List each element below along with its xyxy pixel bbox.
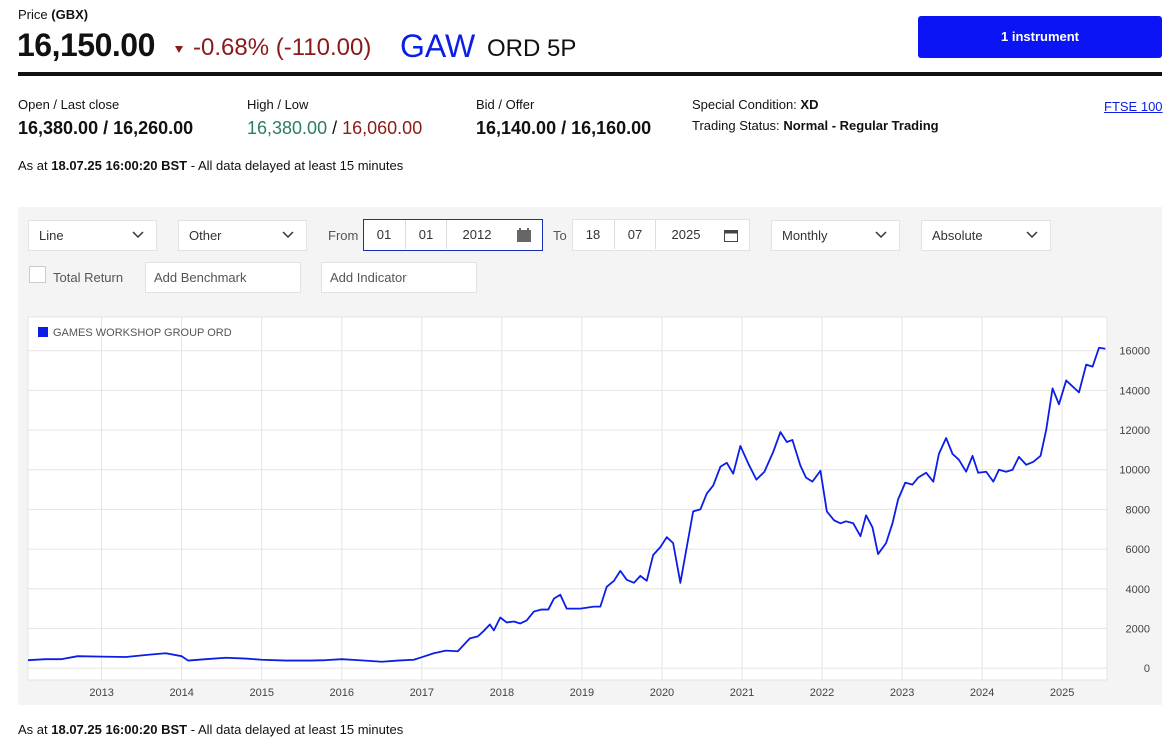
y-tick-label: 14000 — [1119, 385, 1150, 397]
stat-label: Trading Status: — [692, 118, 780, 133]
x-tick-label: 2023 — [890, 687, 914, 699]
trading-status: Trading Status: Normal - Regular Trading — [692, 118, 939, 133]
stat-label: High / Low — [247, 97, 309, 112]
date-day: 18 — [585, 227, 601, 242]
high-value: 16,380.00 — [247, 118, 328, 138]
special-condition: Special Condition: XD — [692, 97, 818, 112]
y-tick-label: 10000 — [1119, 465, 1150, 477]
price-label-row: Price (GBX) — [18, 7, 88, 22]
y-tick-label: 4000 — [1126, 584, 1150, 596]
y-tick-label: 6000 — [1126, 544, 1150, 556]
price-change: -0.68% (-110.00) — [193, 34, 372, 61]
mode-select[interactable]: Absolute — [921, 220, 1051, 251]
as-at-time: 18.07.25 16:00:20 BST — [51, 722, 188, 737]
y-tick-label: 8000 — [1126, 504, 1150, 516]
stat-value: Normal - Regular Trading — [783, 118, 939, 133]
chevron — [875, 231, 887, 239]
as-at-prefix: As at — [18, 158, 48, 173]
from-date[interactable]: 01 01 2012 — [363, 219, 543, 251]
style-select[interactable]: Line — [28, 220, 157, 251]
stat-label: Open / Last close — [18, 97, 120, 112]
as-at-note: - All data delayed at least 15 minutes — [190, 158, 404, 173]
calendar-icon — [517, 228, 531, 242]
price-label: Price — [18, 7, 48, 22]
date-day: 01 — [376, 227, 392, 242]
stat-label: Bid / Offer — [476, 97, 535, 112]
chevron — [282, 231, 294, 239]
x-tick-label: 2014 — [169, 687, 193, 699]
security-name: ORD 5P — [487, 35, 577, 62]
price-line — [27, 346, 1106, 663]
price: 16,150.00 — [17, 27, 155, 63]
total-return-checkbox[interactable] — [29, 266, 46, 283]
select-value: Line — [39, 228, 64, 243]
instrument-button[interactable]: 1 instrument — [918, 16, 1162, 58]
index-link[interactable]: FTSE 100 — [1104, 99, 1163, 114]
checkbox-label: Total Return — [53, 270, 124, 285]
as-at-footer: As at 18.07.25 16:00:20 BST - All data d… — [18, 722, 403, 737]
x-tick-label: 2013 — [89, 687, 113, 699]
select-value: Absolute — [932, 228, 983, 243]
to-date[interactable]: 18 07 2025 — [572, 219, 750, 251]
x-tick-label: 2019 — [570, 687, 594, 699]
down-arrow — [175, 46, 183, 53]
y-tick-label: 16000 — [1119, 346, 1150, 358]
legend-label: GAMES WORKSHOP GROUP ORD — [53, 327, 232, 339]
header-rule — [18, 72, 1162, 76]
chevron — [1026, 231, 1038, 239]
chart: 0 2000 4000 6000 8000 10000 12000 14000 16000 201… — [27, 316, 1150, 699]
as-at-note: - All data delayed at least 15 minutes — [190, 722, 404, 737]
legend-swatch — [38, 327, 48, 337]
low-value: 16,060.00 — [342, 118, 423, 138]
interval-select[interactable]: Monthly — [771, 220, 900, 251]
x-tick-label: 2021 — [730, 687, 754, 699]
y-tick-label: 12000 — [1119, 425, 1150, 437]
select-value: Other — [189, 228, 222, 243]
stat-value: 16,380.00 / 16,260.00 — [18, 118, 194, 138]
indicator-input[interactable]: Add Indicator — [321, 262, 477, 293]
as-at-time: 18.07.25 16:00:20 BST — [51, 158, 188, 173]
x-tick-label: 2024 — [970, 687, 994, 699]
ticker: GAW — [400, 28, 476, 64]
date-year: 2012 — [446, 220, 507, 249]
x-tick-label: 2022 — [810, 687, 834, 699]
other-select[interactable]: Other — [178, 220, 307, 251]
plot-area — [27, 316, 1108, 681]
y-tick-label: 2000 — [1126, 623, 1150, 635]
as-at: As at 18.07.25 16:00:20 BST - All data d… — [18, 158, 403, 173]
stat-label: Special Condition: — [692, 97, 797, 112]
to-label: To — [553, 228, 567, 243]
separator: / — [332, 118, 338, 138]
x-tick-label: 2016 — [330, 687, 354, 699]
date-month: 07 — [614, 220, 655, 249]
benchmark-input[interactable]: Add Benchmark — [145, 262, 301, 293]
high-low-row: 16,380.00 / 16,060.00 — [247, 118, 422, 139]
calendar-icon — [724, 230, 738, 242]
select-value: Monthly — [782, 228, 828, 243]
from-label: From — [328, 228, 359, 243]
currency: (GBX) — [51, 7, 89, 22]
stat-value: XD — [800, 97, 819, 112]
chevron — [132, 231, 144, 239]
date-month: 01 — [405, 220, 446, 249]
x-tick-label: 2015 — [249, 687, 273, 699]
stat-value: 16,140.00 / 16,160.00 — [476, 118, 652, 138]
y-tick-label: 0 — [1144, 663, 1150, 675]
as-at-prefix: As at — [18, 722, 48, 737]
x-tick-label: 2020 — [650, 687, 674, 699]
x-tick-label: 2025 — [1050, 687, 1074, 699]
date-year: 2025 — [655, 220, 716, 249]
x-tick-label: 2017 — [410, 687, 434, 699]
x-tick-label: 2018 — [490, 687, 514, 699]
